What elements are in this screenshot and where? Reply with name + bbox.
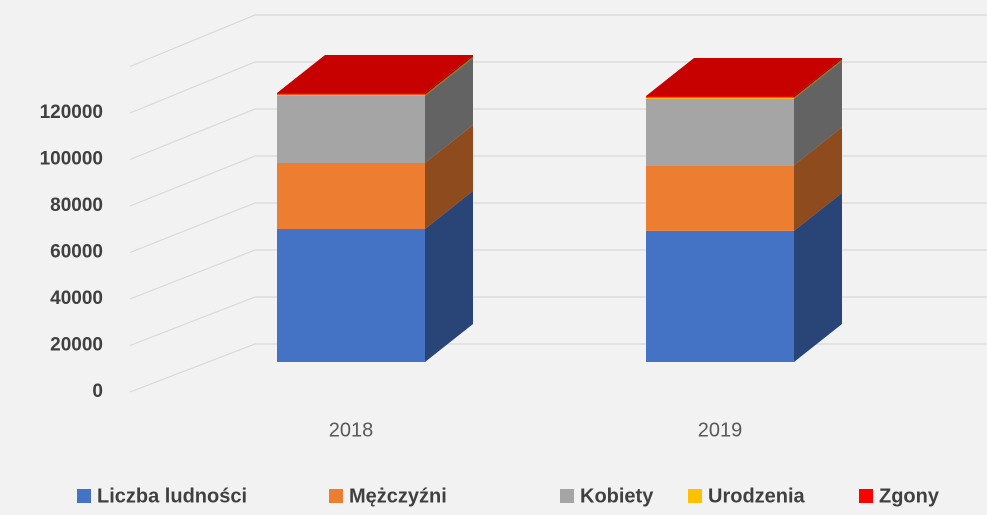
y-tick-label: 120000 [40, 102, 103, 123]
grid-line [129, 14, 987, 68]
bar [277, 54, 473, 95]
bar-front [277, 94, 425, 97]
bar [277, 124, 473, 230]
y-tick-label: 80000 [50, 195, 103, 216]
legend-label: Zgony [879, 485, 940, 507]
legend-swatch [329, 489, 343, 503]
grid-line [129, 249, 987, 300]
legend-swatch [859, 489, 873, 503]
legend-swatch [560, 489, 574, 503]
bar-side [794, 59, 842, 99]
y-tick-label: 0 [92, 381, 103, 402]
legend-label: Liczba ludności [97, 485, 247, 507]
bar-side [425, 54, 473, 95]
bar-front [646, 165, 794, 231]
bar-front [646, 230, 794, 362]
legend-swatch [688, 489, 702, 503]
y-tick-label: 20000 [50, 335, 103, 356]
bar [646, 192, 842, 362]
grid-line [129, 296, 987, 347]
x-tick-label: 2018 [329, 419, 374, 441]
bar-front [277, 229, 425, 362]
bar-top [646, 58, 842, 97]
bar [646, 58, 842, 98]
bar-side [794, 127, 842, 231]
grid-line [129, 108, 987, 161]
bar-side [425, 58, 473, 163]
bar-top [277, 54, 473, 93]
y-tick-label: 40000 [50, 288, 103, 309]
bar-side [425, 124, 473, 230]
bar [646, 127, 842, 231]
bar [646, 59, 842, 99]
legend-label: Kobiety [580, 485, 654, 507]
bar-side [794, 192, 842, 362]
bar-front [277, 162, 425, 230]
bar-side [425, 191, 473, 362]
y-tick-label: 60000 [50, 242, 103, 263]
legend-swatch [77, 489, 91, 503]
bar-front [646, 97, 794, 99]
grid-line [129, 61, 987, 114]
bar-side [425, 56, 473, 97]
x-tick-label: 2019 [698, 419, 743, 441]
grid-line [129, 202, 987, 254]
legend-label: Urodzenia [708, 485, 806, 507]
y-tick-label: 100000 [40, 149, 103, 170]
bar-side [794, 60, 842, 166]
legend-label: Mężczyźni [349, 485, 447, 507]
bar-side [794, 58, 842, 98]
bar [646, 60, 842, 166]
bar [277, 58, 473, 163]
bar-front [646, 98, 794, 166]
grid-line [129, 343, 987, 393]
grid-line [129, 155, 987, 207]
bar-front [646, 96, 794, 98]
bar [277, 191, 473, 362]
bar-front [277, 92, 425, 95]
bar-front [277, 96, 425, 163]
bar [277, 56, 473, 97]
